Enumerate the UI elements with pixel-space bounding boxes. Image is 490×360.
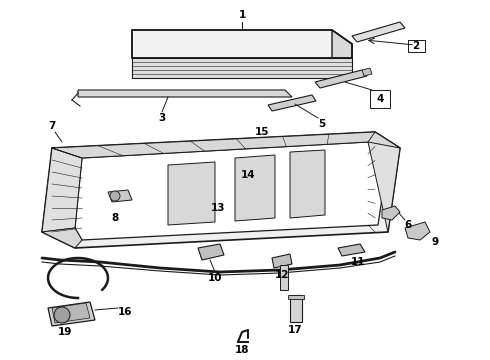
Text: 9: 9 <box>431 237 439 247</box>
Polygon shape <box>108 190 132 202</box>
Polygon shape <box>290 295 302 322</box>
Text: 10: 10 <box>208 273 222 283</box>
Polygon shape <box>52 132 400 158</box>
Polygon shape <box>42 228 82 248</box>
Polygon shape <box>52 303 90 323</box>
Text: 6: 6 <box>404 220 412 230</box>
Polygon shape <box>408 40 425 52</box>
Circle shape <box>110 191 120 201</box>
Text: 15: 15 <box>255 127 269 137</box>
Text: 16: 16 <box>118 307 132 317</box>
Polygon shape <box>198 244 224 260</box>
Text: 7: 7 <box>49 121 56 131</box>
Polygon shape <box>290 150 325 218</box>
Polygon shape <box>132 58 352 78</box>
Polygon shape <box>352 22 405 42</box>
Polygon shape <box>405 222 430 240</box>
Polygon shape <box>315 70 367 88</box>
Text: 5: 5 <box>318 119 326 129</box>
Polygon shape <box>382 206 400 220</box>
Text: 1: 1 <box>238 10 245 20</box>
Polygon shape <box>368 132 400 232</box>
Polygon shape <box>42 148 82 232</box>
Text: 2: 2 <box>413 41 419 51</box>
Polygon shape <box>42 132 400 248</box>
Polygon shape <box>235 155 275 221</box>
Polygon shape <box>132 30 352 58</box>
Polygon shape <box>268 95 316 111</box>
Polygon shape <box>78 90 292 97</box>
Text: 3: 3 <box>158 113 166 123</box>
Polygon shape <box>280 265 288 290</box>
Polygon shape <box>362 68 372 76</box>
Polygon shape <box>48 302 95 326</box>
Text: 18: 18 <box>235 345 249 355</box>
Text: 11: 11 <box>351 257 365 267</box>
Polygon shape <box>332 30 352 58</box>
Text: 12: 12 <box>275 270 289 280</box>
Text: 8: 8 <box>111 213 119 223</box>
Text: 13: 13 <box>211 203 225 213</box>
Text: 17: 17 <box>288 325 302 335</box>
Polygon shape <box>272 254 292 268</box>
Text: 4: 4 <box>376 94 384 104</box>
Text: 19: 19 <box>58 327 72 337</box>
Polygon shape <box>288 295 304 299</box>
Polygon shape <box>75 142 388 240</box>
Text: 14: 14 <box>241 170 255 180</box>
Circle shape <box>54 307 70 323</box>
Polygon shape <box>338 244 365 256</box>
Polygon shape <box>370 90 390 108</box>
Polygon shape <box>168 162 215 225</box>
